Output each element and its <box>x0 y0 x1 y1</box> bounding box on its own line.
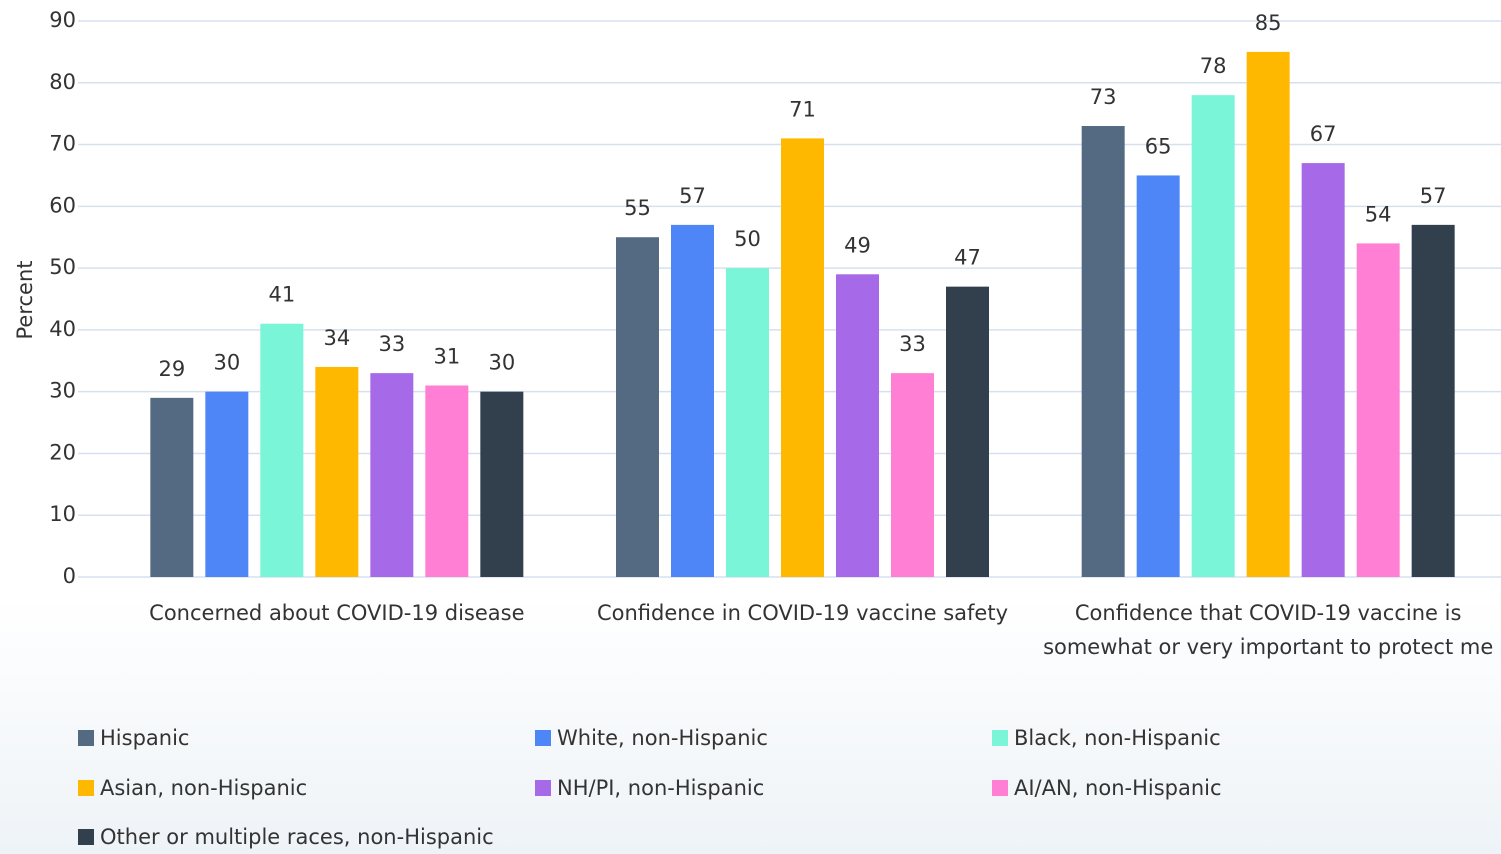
bar <box>1081 126 1125 578</box>
bar <box>1246 51 1290 577</box>
x-tick-label: Confidence that COVID-19 vaccine is some… <box>1043 601 1494 659</box>
bar <box>260 323 304 577</box>
legend-item: Black, non-Hispanic <box>992 726 1221 750</box>
bar <box>150 397 194 577</box>
bar <box>315 366 359 577</box>
bar <box>425 385 469 577</box>
data-label: 50 <box>734 227 761 251</box>
legend-label: Asian, non-Hispanic <box>100 776 308 800</box>
legend-swatch <box>535 730 551 746</box>
data-label: 49 <box>844 233 871 257</box>
data-label: 33 <box>378 332 405 356</box>
y-tick-label: 90 <box>49 8 76 32</box>
legend-item: AI/AN, non-Hispanic <box>992 776 1222 800</box>
data-label: 30 <box>213 351 240 375</box>
data-label: 71 <box>789 97 816 121</box>
data-label: 33 <box>899 332 926 356</box>
data-label: 85 <box>1255 11 1282 35</box>
legend-item: Asian, non-Hispanic <box>78 776 307 800</box>
bar <box>781 138 824 577</box>
y-tick-label: 20 <box>49 440 76 464</box>
data-label: 30 <box>488 351 515 375</box>
bar <box>205 391 249 577</box>
bar <box>1411 224 1455 577</box>
legend-swatch <box>78 730 94 746</box>
y-tick-label: 80 <box>49 70 76 94</box>
legend-label: AI/AN, non-Hispanic <box>1014 776 1222 800</box>
y-tick-label: 60 <box>49 193 76 217</box>
data-label: 57 <box>679 184 706 208</box>
x-tick-label: Confidence in COVID-19 vaccine safety <box>596 601 1008 625</box>
data-label: 47 <box>954 246 981 270</box>
data-label: 67 <box>1310 122 1337 146</box>
legend-label: Black, non-Hispanic <box>1014 726 1221 750</box>
data-label: 31 <box>433 344 460 368</box>
legend-item: White, non-Hispanic <box>535 726 768 750</box>
x-tick-label: Concerned about COVID-19 disease <box>149 601 525 625</box>
legend-label: White, non-Hispanic <box>557 726 768 750</box>
bar <box>480 391 524 577</box>
legend-swatch <box>992 780 1008 796</box>
y-tick-label: 70 <box>49 132 76 156</box>
data-label: 57 <box>1420 184 1447 208</box>
legend-label: Other or multiple races, non-Hispanic <box>100 825 494 849</box>
bar <box>946 286 989 577</box>
y-tick-label: 50 <box>49 255 76 279</box>
bar <box>891 373 934 577</box>
legend-swatch <box>535 780 551 796</box>
legend-item: NH/PI, non-Hispanic <box>535 776 764 800</box>
bar <box>836 274 879 577</box>
bar <box>616 237 659 577</box>
y-axis-label: Percent <box>13 260 37 339</box>
data-label: 34 <box>323 326 350 350</box>
data-label: 54 <box>1365 202 1392 226</box>
data-label: 29 <box>158 357 185 381</box>
y-tick-label: 30 <box>49 379 76 403</box>
bar <box>1301 163 1345 578</box>
legend-item: Other or multiple races, non-Hispanic <box>78 825 494 849</box>
y-tick-label: 10 <box>49 502 76 526</box>
bar <box>370 373 414 577</box>
legend-swatch <box>992 730 1008 746</box>
legend-item: Hispanic <box>78 726 189 750</box>
legend-swatch <box>78 829 94 845</box>
legend-swatch <box>78 780 94 796</box>
y-tick-label: 40 <box>49 317 76 341</box>
data-label: 73 <box>1090 85 1117 109</box>
legend-label: NH/PI, non-Hispanic <box>557 776 765 800</box>
data-label: 65 <box>1145 134 1172 158</box>
bar <box>726 268 769 577</box>
bar <box>671 224 714 577</box>
y-tick-label: 0 <box>63 564 76 588</box>
data-label: 41 <box>268 283 295 307</box>
data-label: 55 <box>624 196 651 220</box>
bar <box>1136 175 1180 577</box>
bar <box>1356 243 1400 577</box>
data-label: 78 <box>1200 54 1227 78</box>
legend-label: Hispanic <box>100 726 190 750</box>
bar <box>1191 95 1235 577</box>
